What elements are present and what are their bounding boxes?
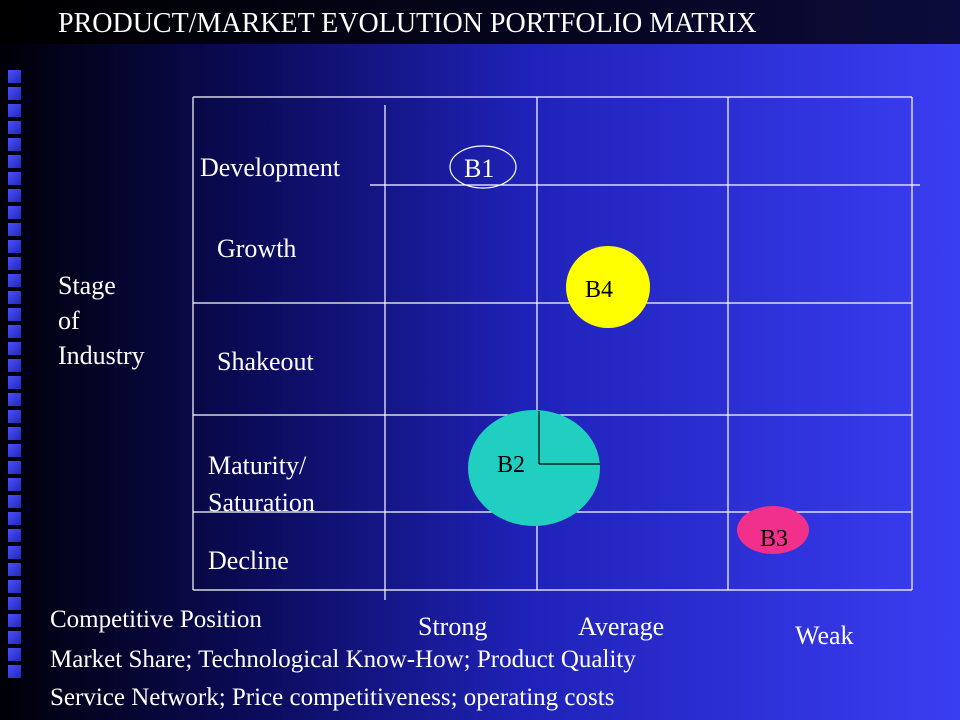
decorative-square bbox=[8, 393, 21, 406]
decorative-square bbox=[8, 529, 21, 542]
decorative-square bbox=[8, 376, 21, 389]
bubble-b1 bbox=[449, 145, 517, 189]
label-b3: B3 bbox=[760, 526, 789, 552]
x-axis-heading: Competitive Position bbox=[50, 606, 262, 633]
decorative-square bbox=[8, 563, 21, 576]
decorative-square bbox=[8, 206, 21, 219]
x-category-weak: Weak bbox=[795, 621, 854, 650]
decorative-square bbox=[8, 138, 21, 151]
y-axis-label-line-2: of bbox=[58, 306, 80, 335]
bubble-b3 bbox=[737, 506, 809, 554]
decorative-square bbox=[8, 631, 21, 644]
decorative-square bbox=[8, 223, 21, 236]
bubble-b4 bbox=[566, 246, 650, 328]
x-axis-criteria-line-2: Service Network; Price competitiveness; … bbox=[50, 684, 615, 711]
decorative-square bbox=[8, 87, 21, 100]
bubble-b2 bbox=[468, 410, 600, 526]
decorative-square bbox=[8, 70, 21, 83]
decorative-square bbox=[8, 614, 21, 627]
decorative-square bbox=[8, 155, 21, 168]
label-b1: B1 bbox=[464, 154, 495, 183]
decorative-square bbox=[8, 597, 21, 610]
stage-growth: Growth bbox=[217, 234, 297, 263]
decorative-square bbox=[8, 512, 21, 525]
stage-shakeout: Shakeout bbox=[217, 347, 314, 376]
x-category-strong: Strong bbox=[418, 612, 488, 641]
decorative-square bbox=[8, 546, 21, 559]
decorative-square bbox=[8, 291, 21, 304]
decorative-square-column bbox=[8, 70, 24, 682]
decorative-square bbox=[8, 478, 21, 491]
decorative-square bbox=[8, 444, 21, 457]
decorative-square bbox=[8, 461, 21, 474]
label-b4: B4 bbox=[585, 277, 614, 303]
decorative-square bbox=[8, 342, 21, 355]
y-axis-label-line-1: Stage bbox=[58, 271, 116, 300]
decorative-square bbox=[8, 308, 21, 321]
stage-maturity: Maturity/ bbox=[208, 451, 307, 480]
decorative-square bbox=[8, 495, 21, 508]
decorative-square bbox=[8, 104, 21, 117]
y-axis-label-line-3: Industry bbox=[58, 341, 145, 370]
decorative-square bbox=[8, 580, 21, 593]
decorative-square bbox=[8, 325, 21, 338]
decorative-square bbox=[8, 172, 21, 185]
stage-decline: Decline bbox=[208, 546, 289, 575]
decorative-square bbox=[8, 648, 21, 661]
decorative-square bbox=[8, 665, 21, 678]
decorative-square bbox=[8, 121, 21, 134]
y-axis-label: Stage of Industry bbox=[58, 268, 178, 373]
decorative-square bbox=[8, 274, 21, 287]
page-title: PRODUCT/MARKET EVOLUTION PORTFOLIO MATRI… bbox=[58, 8, 757, 39]
decorative-square bbox=[8, 257, 21, 270]
x-category-average: Average bbox=[578, 612, 665, 641]
decorative-square bbox=[8, 427, 21, 440]
title-bar bbox=[0, 0, 960, 44]
decorative-square bbox=[8, 189, 21, 202]
x-axis-criteria-line-1: Market Share; Technological Know-How; Pr… bbox=[50, 646, 636, 673]
decorative-square bbox=[8, 410, 21, 423]
decorative-square bbox=[8, 240, 21, 253]
stage-saturation: Saturation bbox=[208, 488, 315, 517]
label-b2: B2 bbox=[497, 452, 526, 478]
stage-development: Development bbox=[200, 153, 341, 182]
decorative-square bbox=[8, 359, 21, 372]
